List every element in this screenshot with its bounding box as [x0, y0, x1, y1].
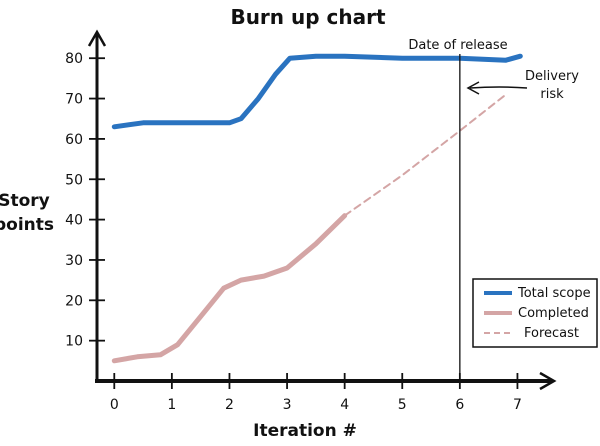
delivery-risk-label-line2: risk — [540, 87, 564, 102]
y-axis-label-line2: points — [0, 215, 54, 235]
x-tick-label-3: 3 — [283, 397, 292, 413]
x-tick-label-4: 4 — [340, 397, 349, 413]
legend-completed-label: Completed — [518, 306, 589, 321]
x-tick-label-6: 6 — [455, 397, 464, 413]
y-tick-label-20: 20 — [65, 293, 83, 309]
x-tick-label-7: 7 — [513, 397, 522, 413]
series-line-completed — [111, 213, 348, 364]
legend-forecast-label: Forecast — [524, 326, 579, 341]
y-tick-label-80: 80 — [65, 51, 83, 67]
y-tick-label-50: 50 — [65, 172, 83, 188]
y-tick-label-30: 30 — [65, 253, 83, 269]
ticks: 10 20 30 40 50 60 70 80 0 1 2 3 4 5 6 7 — [65, 51, 522, 413]
y-tick-label-60: 60 — [65, 132, 83, 148]
y-axis-arrowhead — [87, 29, 107, 47]
delivery-risk-arrow — [469, 86, 528, 89]
legend-total-scope-label: Total scope — [517, 286, 591, 301]
series-line-forecast — [343, 93, 507, 217]
y-tick-label-10: 10 — [65, 334, 83, 350]
series-line-total-scope — [111, 53, 523, 130]
x-tick-label-1: 1 — [167, 397, 176, 413]
y-tick-label-40: 40 — [65, 213, 83, 229]
chart-title: Burn up chart — [230, 5, 386, 29]
delivery-risk-arrowhead — [466, 81, 480, 95]
x-tick-label-0: 0 — [110, 397, 119, 413]
x-tick-label-2: 2 — [225, 397, 234, 413]
release-date-label: Date of release — [408, 38, 507, 53]
legend: Total scope Completed Forecast — [472, 278, 598, 348]
delivery-risk-label-line1: Delivery — [525, 69, 579, 84]
y-axis-label-line1: Story — [0, 191, 50, 211]
x-axis-arrowhead — [539, 371, 557, 391]
x-tick-label-5: 5 — [398, 397, 407, 413]
x-axis-label: Iteration # — [253, 421, 357, 441]
y-tick-label-70: 70 — [65, 92, 83, 108]
series-layer — [111, 53, 523, 364]
